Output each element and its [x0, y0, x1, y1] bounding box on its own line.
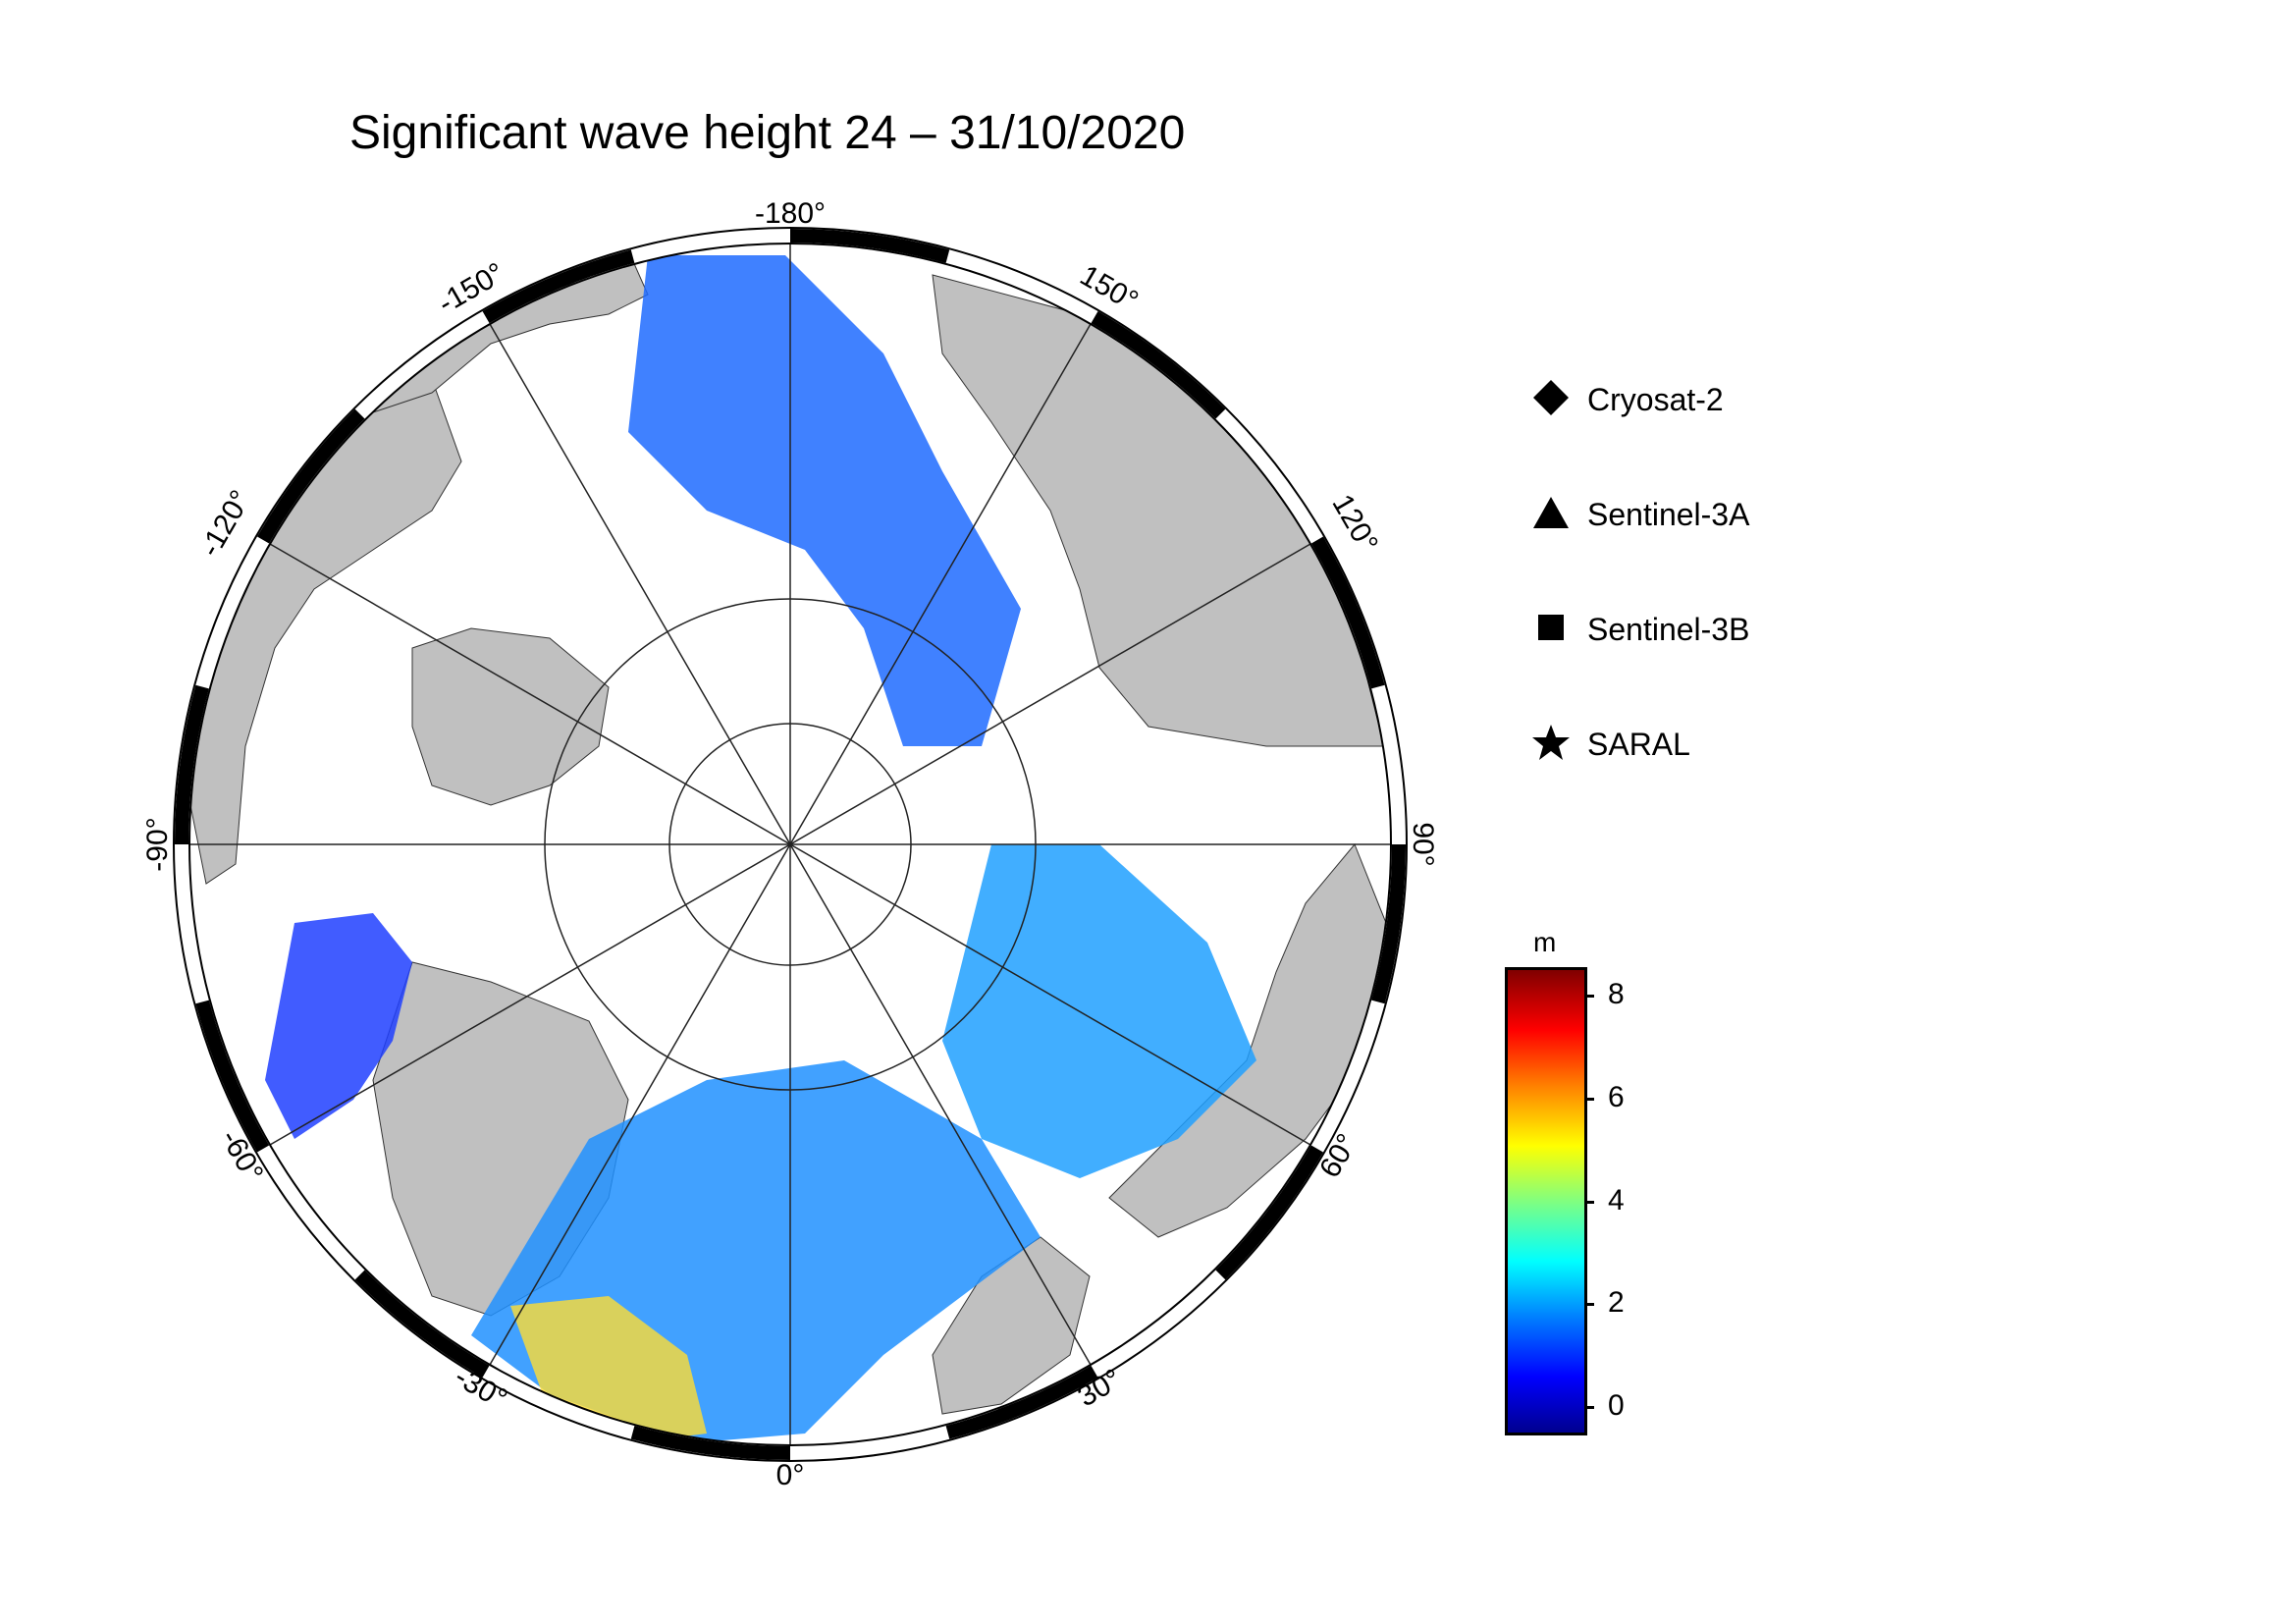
colorbar-tick	[1584, 1200, 1594, 1204]
colorbar-tick	[1584, 995, 1594, 999]
lon-label-90: 90°	[1407, 822, 1439, 866]
map-frame	[175, 229, 1406, 1460]
colorbar-tick-label: 0	[1608, 1388, 1625, 1422]
legend-label: Cryosat-2	[1587, 382, 1724, 417]
colorbar-tick-label: 2	[1608, 1286, 1625, 1320]
square-icon	[1538, 615, 1564, 640]
lon-label-minus90: -90°	[141, 817, 174, 871]
colorbar-tick-label: 4	[1608, 1183, 1625, 1217]
lon-label-150: 150°	[1075, 259, 1144, 318]
legend-item-sentinel3b: Sentinel-3B	[1531, 608, 1826, 647]
legend-label: SARAL	[1587, 727, 1690, 762]
colorbar-tick-label: 8	[1608, 978, 1625, 1011]
colorbar-tick	[1584, 1097, 1594, 1101]
triangle-icon	[1533, 497, 1569, 528]
lon-label-60: 60°	[1313, 1128, 1363, 1183]
swath-pacific	[628, 255, 1021, 746]
map-inner-border	[188, 243, 1392, 1446]
colorbar-tick	[1584, 1303, 1594, 1307]
star-icon	[1532, 725, 1570, 760]
swath-baffin	[265, 913, 412, 1139]
legend-label: Sentinel-3B	[1587, 612, 1750, 647]
colorbar-tick	[1584, 1405, 1594, 1409]
legend-label: Sentinel-3A	[1587, 497, 1750, 532]
graticule	[189, 243, 1391, 1445]
legend-item-saral: SARAL	[1531, 723, 1826, 762]
lon-label-0: 0°	[776, 1459, 805, 1491]
map-title: Significant wave height 24 – 31/10/2020	[349, 107, 1186, 159]
diamond-icon	[1533, 380, 1569, 415]
colorbar	[1505, 967, 1587, 1435]
legend-item-sentinel3a: Sentinel-3A	[1531, 493, 1826, 532]
lon-label-minus180: -180°	[755, 197, 826, 230]
lon-label-120: 120°	[1325, 489, 1384, 558]
colorbar-unit: m	[1533, 927, 1557, 957]
colorbar-tick-label: 6	[1608, 1080, 1625, 1113]
legend-item-cryosat: Cryosat-2	[1531, 378, 1826, 417]
land-scandinavia	[932, 1236, 1091, 1415]
